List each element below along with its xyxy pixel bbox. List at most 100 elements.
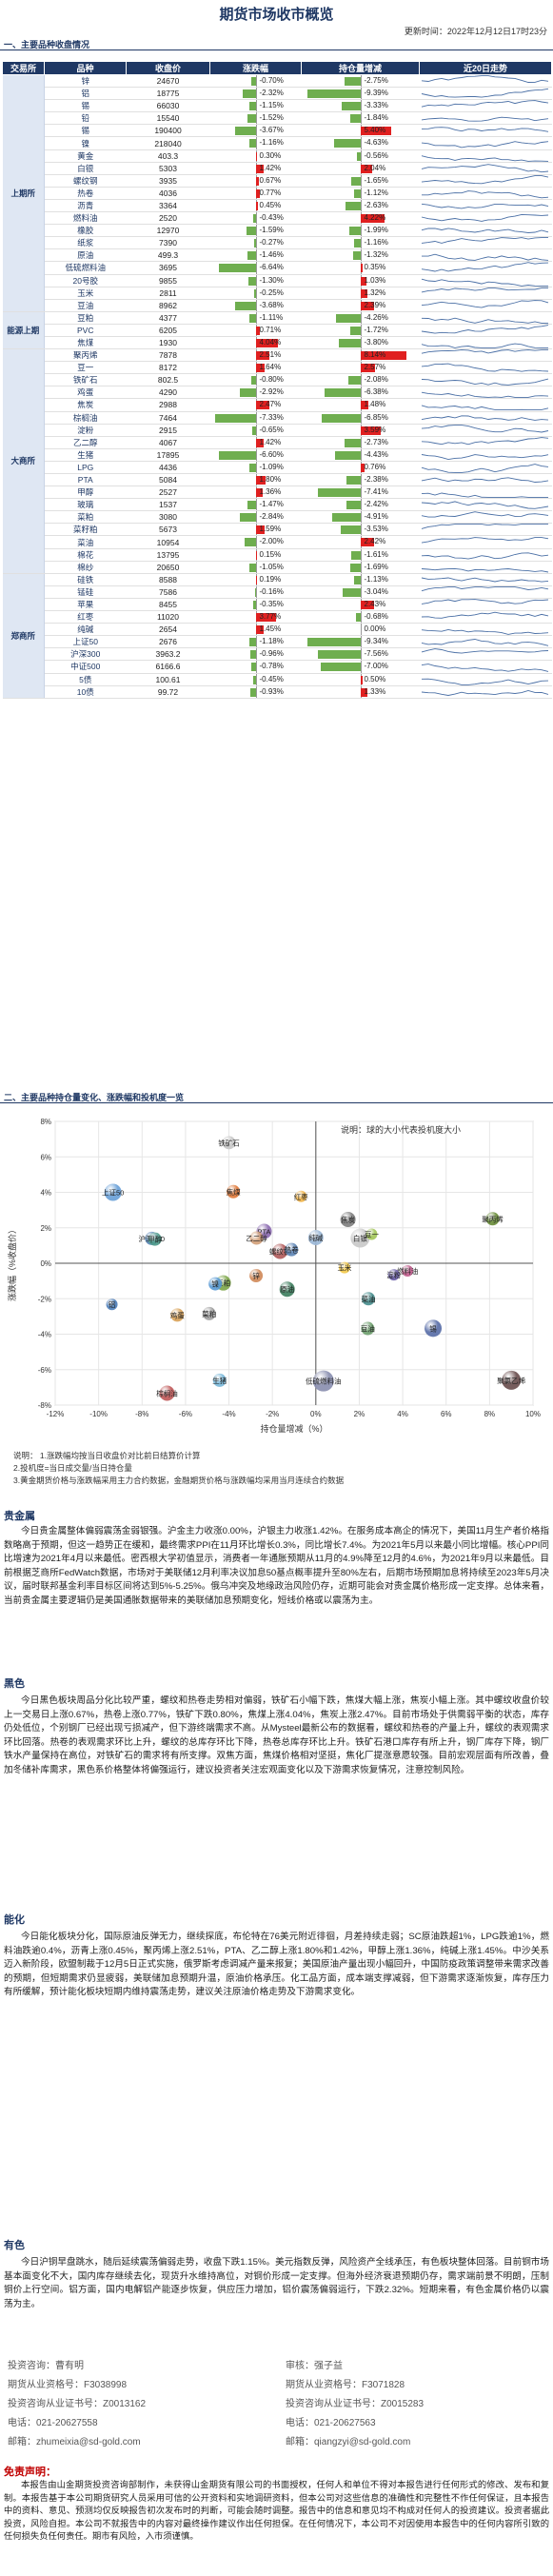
change-cell-bar bbox=[255, 550, 257, 560]
x-tick-label: -2% bbox=[266, 1410, 279, 1418]
change-cell: -0.96% bbox=[209, 647, 302, 662]
change-cell-bar bbox=[215, 413, 256, 423]
change-cell-bar bbox=[244, 538, 256, 547]
y-axis-label: 涨跌幅（%收盘价） bbox=[7, 1225, 17, 1301]
product-name: 镍 bbox=[44, 136, 127, 150]
oi-change-cell-axis bbox=[360, 187, 362, 199]
oi-change-cell: -1.84% bbox=[301, 111, 420, 126]
sparkline-svg bbox=[421, 492, 548, 498]
sparkline-svg bbox=[421, 154, 548, 162]
sparkline-path bbox=[421, 287, 548, 292]
sig-right-line-5: 邮箱：qiangzyi@sd-gold.com bbox=[286, 2437, 411, 2447]
oi-change-cell-bar bbox=[346, 501, 361, 510]
change-cell: 2.47% bbox=[209, 398, 302, 412]
sparkline-svg bbox=[421, 599, 548, 604]
change-cell-bar bbox=[248, 638, 256, 647]
table-row: 菜粕 3080 -2.84% -4.91% bbox=[3, 510, 552, 525]
sig-right-line-1: 审核：强子益 bbox=[286, 2361, 343, 2371]
change-cell-label: -1.05% bbox=[259, 562, 284, 571]
oi-change-cell-label: 8.14% bbox=[364, 350, 386, 360]
oi-change-cell-bar bbox=[332, 513, 361, 523]
change-cell-label: -1.59% bbox=[259, 226, 284, 235]
table-row: 棉纱 20650 -1.05% -1.69% bbox=[3, 561, 552, 574]
bubble-label: 上证50 bbox=[102, 1189, 124, 1198]
trend-sparkline bbox=[419, 436, 552, 449]
page-title: 期货市场收市概览 bbox=[219, 7, 334, 23]
change-cell-bar bbox=[255, 176, 260, 186]
sig-right-line-2: 期货从业资格号：F3071828 bbox=[286, 2380, 405, 2390]
close-price: 5084 bbox=[126, 473, 210, 487]
change-cell-bar bbox=[255, 488, 264, 498]
close-price: 4377 bbox=[126, 311, 210, 325]
product-name: 焦炭 bbox=[44, 398, 127, 412]
oi-change-cell-bar bbox=[343, 587, 361, 597]
change-cell-label: -0.45% bbox=[259, 674, 284, 684]
sparkline-svg bbox=[421, 536, 548, 544]
oi-change-cell-axis bbox=[360, 249, 362, 261]
sparkline-path bbox=[421, 88, 548, 98]
sparkline-path bbox=[421, 567, 548, 573]
table-row: 纸浆 7390 -0.27% -1.16% bbox=[3, 236, 552, 250]
oi-change-cell-axis bbox=[360, 88, 362, 99]
change-cell-label: -1.52% bbox=[259, 113, 284, 123]
sparkline-svg bbox=[421, 392, 548, 398]
change-cell: -0.35% bbox=[209, 598, 302, 612]
bubble-point bbox=[202, 1306, 216, 1320]
oi-change-cell-label: 1.48% bbox=[364, 400, 386, 409]
change-cell-bar bbox=[255, 164, 264, 173]
bubble-label: 焦炭 bbox=[341, 1215, 355, 1224]
oi-change-cell-label: -3.53% bbox=[364, 525, 388, 534]
oi-change-cell-axis bbox=[360, 548, 362, 561]
bubble-point bbox=[249, 1269, 264, 1283]
sparkline-svg bbox=[421, 378, 548, 386]
change-cell-bar bbox=[255, 326, 260, 335]
change-cell: 0.77% bbox=[209, 187, 302, 200]
change-cell: 1.45% bbox=[209, 623, 302, 637]
oi-change-cell: -9.39% bbox=[301, 87, 420, 101]
sparkline-svg bbox=[421, 511, 548, 518]
change-cell-label: -0.27% bbox=[259, 238, 284, 248]
trend-sparkline bbox=[419, 623, 552, 637]
oi-change-cell-label: -1.72% bbox=[364, 325, 388, 334]
trend-sparkline bbox=[419, 473, 552, 487]
bubble-point bbox=[104, 1183, 122, 1201]
oi-change-cell-label: -3.04% bbox=[364, 586, 388, 596]
bubble-label: 乙二醇 bbox=[246, 1234, 267, 1243]
change-cell: -0.80% bbox=[209, 373, 302, 387]
oi-change-cell-axis bbox=[360, 636, 362, 647]
change-cell-axis bbox=[255, 661, 257, 672]
oi-change-cell-label: -2.42% bbox=[364, 500, 388, 509]
bubble-point bbox=[365, 1228, 378, 1240]
trend-sparkline bbox=[419, 685, 552, 699]
product-name: 原油 bbox=[44, 248, 127, 263]
trend-sparkline bbox=[419, 124, 552, 138]
close-price: 2676 bbox=[126, 635, 210, 649]
oi-change-cell-label: 1.03% bbox=[364, 275, 386, 285]
change-cell-label: -3.68% bbox=[259, 300, 284, 309]
sparkline-path bbox=[421, 536, 548, 544]
trend-sparkline bbox=[419, 673, 552, 686]
bubble-point bbox=[208, 1277, 223, 1291]
sig-left-line-1: 投资咨询：曹有明 bbox=[8, 2361, 84, 2371]
table-row: 焦煤 1930 4.04% -3.80% bbox=[3, 336, 552, 350]
sparkline-svg bbox=[421, 689, 548, 696]
oi-change-cell-bar bbox=[320, 663, 361, 672]
change-cell-bar bbox=[219, 450, 256, 460]
product-name: 黄金 bbox=[44, 149, 127, 163]
x-tick-label: -10% bbox=[89, 1410, 108, 1418]
oi-change-cell-label: -1.65% bbox=[364, 175, 388, 185]
oi-change-cell-bar bbox=[348, 227, 361, 236]
bubble-label: 热卷 bbox=[285, 1245, 299, 1255]
oi-change-cell-bar bbox=[306, 89, 361, 99]
sparkline-path bbox=[421, 278, 548, 287]
note-line-2: 2.投机度=当日成交量/当日持仓量 bbox=[13, 1463, 132, 1473]
close-price: 100.61 bbox=[126, 673, 210, 686]
note-line-3: 3.黄金期货价格与涨跌幅采用主力合约数据，金融期货价格与涨跌幅均采用当月连续合约… bbox=[13, 1476, 345, 1485]
close-price: 13795 bbox=[126, 548, 210, 562]
oi-change-cell: -6.38% bbox=[301, 386, 420, 400]
product-name: LPG bbox=[44, 461, 127, 475]
oi-change-cell-label: -4.63% bbox=[364, 138, 388, 148]
oi-change-cell-label: -1.32% bbox=[364, 250, 388, 260]
product-name: 锰硅 bbox=[44, 585, 127, 599]
change-cell-label: 0.19% bbox=[259, 574, 282, 584]
